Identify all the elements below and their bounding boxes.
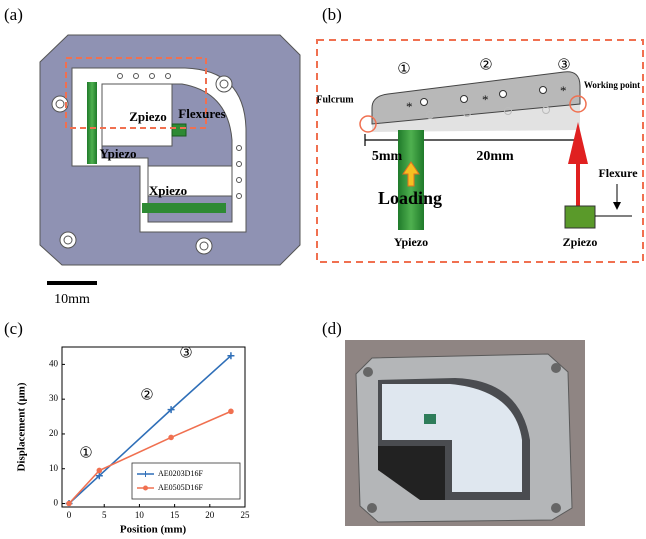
photo xyxy=(345,340,585,526)
svg-text:*: * xyxy=(482,92,489,107)
label: Flexure xyxy=(598,166,638,180)
label: Zpiezo xyxy=(129,109,167,124)
marker xyxy=(227,352,235,360)
label: Zpiezo xyxy=(563,235,598,249)
marker xyxy=(66,500,72,507)
hole-group-label: ① xyxy=(397,61,410,77)
y-tick-label: 30 xyxy=(49,393,59,403)
x-tick-label: 20 xyxy=(205,510,215,520)
annotation: ③ xyxy=(179,345,192,361)
panel-label: (d) xyxy=(322,319,342,338)
label: Xpiezo xyxy=(149,183,187,198)
annotation: ② xyxy=(140,387,153,403)
panel-label: (c) xyxy=(4,319,23,338)
label: Ypiezo xyxy=(99,146,136,161)
x-tick-label: 0 xyxy=(67,510,72,520)
legend-label: AE0505D16F xyxy=(158,483,203,492)
annotation: ① xyxy=(79,445,92,461)
marker xyxy=(168,434,174,441)
legend-marker xyxy=(143,485,148,491)
label: Fulcrum xyxy=(316,94,354,105)
hole-group-label: ③ xyxy=(557,57,570,73)
x-tick-label: 10 xyxy=(135,510,145,520)
x-tick-label: 5 xyxy=(102,510,107,520)
dimension: 5mm xyxy=(372,149,403,164)
label: Flexures xyxy=(178,106,225,121)
marker xyxy=(95,472,103,480)
marker xyxy=(96,467,103,474)
x-tick-label: 25 xyxy=(241,510,251,520)
x-axis-title: Position (mm) xyxy=(120,524,187,536)
y-tick-label: 10 xyxy=(49,463,59,473)
scale-label: 10mm xyxy=(54,292,90,307)
legend-marker xyxy=(142,471,149,477)
plot-frame xyxy=(61,346,246,508)
legend-box xyxy=(131,462,241,500)
y-axis-title: Displacement (μm) xyxy=(16,382,28,471)
dimension: 20mm xyxy=(476,149,514,164)
series-line xyxy=(68,355,232,505)
series-line xyxy=(68,410,232,505)
stage-drawing xyxy=(39,34,301,285)
panel-label: (a) xyxy=(4,5,23,24)
label: Ypiezo xyxy=(394,235,428,249)
y-tick-label: 0 xyxy=(54,498,59,508)
marker xyxy=(167,406,175,414)
svg-text:*: * xyxy=(560,83,567,98)
x-tick-label: 15 xyxy=(170,510,180,520)
lever-drawing: * * * xyxy=(316,39,644,263)
y-tick-label: 20 xyxy=(49,428,59,438)
y-tick-label: 40 xyxy=(49,358,59,368)
hole-group-label: ② xyxy=(479,57,492,73)
svg-text:*: * xyxy=(406,99,413,114)
marker xyxy=(228,408,234,415)
legend-label: AE0203D16F xyxy=(158,469,203,478)
label: Loading xyxy=(378,188,442,208)
label: Working point xyxy=(584,80,640,90)
panel-label: (b) xyxy=(322,5,342,24)
